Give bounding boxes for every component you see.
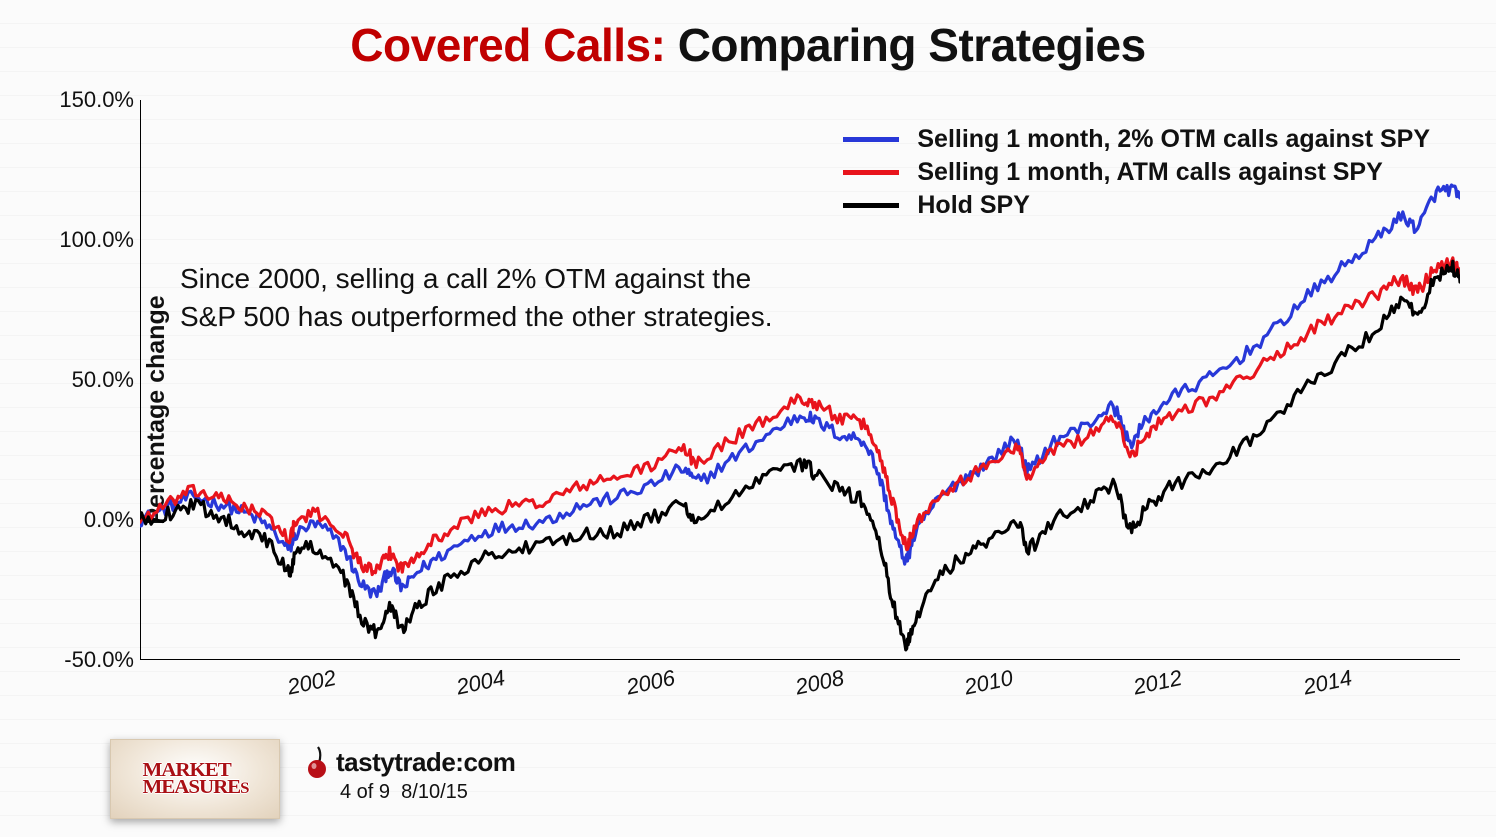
page-footer: MARKETMEASURES tastytrade:com 4 of 9 8/1…	[110, 739, 515, 819]
page-date: 8/10/15	[401, 781, 468, 803]
y-tick-label: 150.0%	[50, 87, 140, 113]
y-tick-label: 0.0%	[50, 507, 140, 533]
page-counter: 4 of 9	[340, 781, 390, 803]
legend-swatch-otm2	[843, 137, 899, 142]
x-tick-label: 2006	[624, 665, 677, 701]
chart-series	[140, 185, 1460, 650]
cherry-icon	[304, 745, 330, 779]
chart-legend: Selling 1 month, 2% OTM calls against SP…	[843, 125, 1430, 224]
annotation-line1: Since 2000, selling a call 2% OTM agains…	[180, 263, 751, 294]
x-tick-label: 2012	[1131, 665, 1184, 701]
y-tick-label: 50.0%	[50, 367, 140, 393]
series-otm2	[140, 185, 1460, 597]
annotation-line2: S&P 500 has outperformed the other strat…	[180, 301, 773, 332]
legend-label-atm: Selling 1 month, ATM calls against SPY	[917, 158, 1382, 187]
x-tick-label: 2002	[285, 665, 338, 701]
legend-item-atm: Selling 1 month, ATM calls against SPY	[843, 158, 1430, 187]
market-measures-logo: MARKETMEASURES	[110, 739, 280, 819]
x-tick-label: 2004	[455, 665, 508, 701]
y-tick-label: 100.0%	[50, 227, 140, 253]
page-title: Covered Calls: Comparing Strategies	[0, 18, 1496, 72]
market-measures-text: MARKETMEASURES	[142, 762, 248, 796]
tastytrade-block: tastytrade:com 4 of 9 8/10/15	[304, 739, 515, 804]
tastytrade-label: tastytrade:com	[336, 747, 515, 778]
chart-annotation: Since 2000, selling a call 2% OTM agains…	[180, 260, 880, 336]
legend-label-spy: Hold SPY	[917, 191, 1030, 220]
title-highlight: Covered Calls:	[350, 19, 665, 71]
legend-label-otm2: Selling 1 month, 2% OTM calls against SP…	[917, 125, 1430, 154]
x-tick-label: 2010	[962, 665, 1015, 701]
legend-swatch-spy	[843, 203, 899, 208]
legend-item-otm2: Selling 1 month, 2% OTM calls against SP…	[843, 125, 1430, 154]
legend-item-spy: Hold SPY	[843, 191, 1430, 220]
x-tick-label: 2014	[1301, 665, 1354, 701]
y-tick-label: -50.0%	[50, 647, 140, 673]
legend-swatch-atm	[843, 170, 899, 175]
chart-area: Percentage change -50.0%0.0%50.0%100.0%1…	[50, 100, 1460, 720]
title-rest: Comparing Strategies	[665, 19, 1145, 71]
page-meta: 4 of 9 8/10/15	[340, 781, 468, 804]
x-tick-label: 2008	[793, 665, 846, 701]
